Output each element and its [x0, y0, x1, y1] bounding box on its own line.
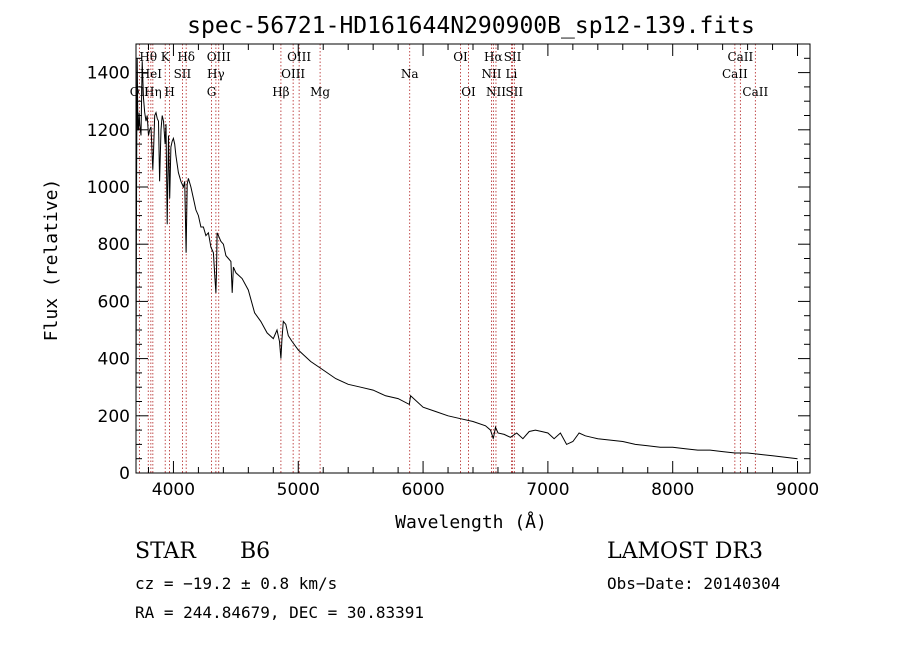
- line-marker-label: Hη: [144, 85, 162, 99]
- line-marker-label: Li: [506, 67, 518, 81]
- line-marker-label: OIII: [287, 50, 311, 64]
- y-axis-label: Flux (relative): [41, 179, 62, 342]
- y-tick-label: 0: [119, 464, 130, 484]
- axis-ticks: 4000 5000 6000 7000 8000 9000 0 200 400 600 800 100…: [87, 44, 819, 500]
- chart-title: spec-56721-HD161644N290900B_sp12-139.fit…: [187, 13, 755, 39]
- line-markers: [138, 44, 756, 473]
- line-marker-label: OI: [453, 50, 468, 64]
- line-marker-label: G: [207, 85, 217, 99]
- x-tick-label: 6000: [401, 480, 444, 500]
- x-tick-label: 4000: [152, 480, 195, 500]
- redshift-readout: cz = −19.2 ± 0.8 km/s: [135, 574, 338, 593]
- x-tick-label: 5000: [277, 480, 320, 500]
- line-marker-label: OI: [461, 85, 476, 99]
- object-subclass: B6: [240, 539, 271, 564]
- coordinates: RA = 244.84679, DEC = 30.83391: [135, 603, 424, 622]
- line-marker-label: OIII: [207, 50, 231, 64]
- line-marker-label: Hγ: [207, 67, 225, 81]
- x-tick-label: 7000: [526, 480, 569, 500]
- line-marker-label: Hβ: [272, 85, 289, 99]
- line-marker-label: NII: [486, 85, 506, 99]
- line-marker-label: K: [161, 50, 171, 64]
- line-marker-label: H: [164, 85, 174, 99]
- x-tick-label: 8000: [651, 480, 694, 500]
- y-tick-label: 1000: [87, 178, 130, 198]
- line-marker-label: Na: [401, 67, 419, 81]
- y-tick-label: 1400: [87, 64, 130, 84]
- line-marker-label: SII: [504, 50, 522, 64]
- line-marker-label: CaII: [742, 85, 768, 99]
- plot-frame: [135, 43, 811, 474]
- obs-date: Obs−Date: 20140304: [607, 574, 781, 593]
- line-marker-label: OII: [130, 85, 150, 99]
- line-marker-label: Hδ: [177, 50, 195, 64]
- line-marker-label: NII: [481, 67, 501, 81]
- line-marker-label: HeI: [140, 67, 163, 81]
- line-marker-label: Hθ: [139, 50, 157, 64]
- line-marker-label: Hα: [484, 50, 503, 64]
- survey-name: LAMOST DR3: [607, 539, 763, 564]
- x-tick-label: 9000: [776, 480, 819, 500]
- object-class: STAR: [135, 539, 196, 564]
- line-marker-label: SII: [174, 67, 192, 81]
- line-marker-label: Mg: [310, 85, 330, 99]
- y-tick-label: 400: [98, 350, 130, 370]
- y-tick-label: 200: [98, 407, 130, 427]
- spectrum-series-line: [135, 58, 798, 460]
- y-tick-label: 800: [98, 235, 130, 255]
- line-marker-label: OIII: [281, 67, 305, 81]
- line-marker-label: CaII: [727, 50, 753, 64]
- y-tick-label: 600: [98, 292, 130, 312]
- line-marker-label: SII: [505, 85, 523, 99]
- x-axis-label: Wavelength (Å): [395, 511, 547, 533]
- line-marker-label: CaII: [722, 67, 748, 81]
- y-tick-label: 1200: [87, 121, 130, 141]
